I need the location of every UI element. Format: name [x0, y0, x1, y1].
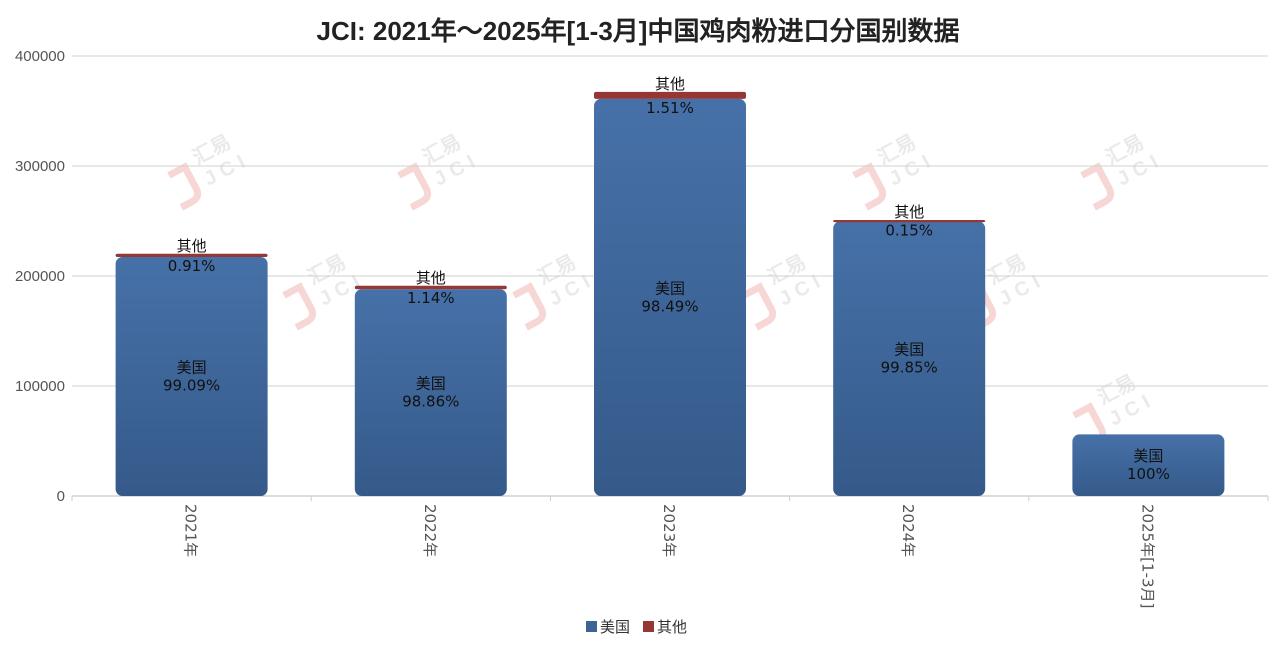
bar-other-series-label: 其他: [655, 75, 685, 93]
bar-other-percent-label: 0.15%: [885, 221, 933, 239]
bar-us-series-label: 美国: [1133, 447, 1163, 465]
legend-swatch: [586, 621, 597, 632]
bar-us-percent-label: 99.85%: [881, 359, 938, 377]
bar-other: [354, 285, 507, 290]
watermark-hook-shape: [397, 162, 432, 211]
x-tick-label: 2024年: [899, 504, 917, 557]
legend[interactable]: 美国 其他: [586, 618, 687, 636]
bar-us-percent-label: 99.09%: [163, 376, 220, 394]
bar-other-series-label: 其他: [177, 237, 207, 255]
x-tick-label: 2021年: [182, 504, 200, 557]
watermark-hook-shape: [282, 282, 317, 331]
bar-us-series-label: 美国: [416, 375, 446, 393]
bar-other-percent-label: 0.91%: [168, 257, 216, 275]
watermark-hook-shape: [512, 282, 547, 331]
data-labels: 美国99.09%其他0.91%美国98.86%其他1.14%美国98.49%其他…: [163, 75, 1170, 483]
bar-us-percent-label: 100%: [1127, 465, 1170, 483]
bar-other-percent-label: 1.51%: [646, 99, 694, 117]
y-tick-label: 200000: [15, 268, 65, 285]
bar-other: [833, 220, 986, 223]
bar-other-percent-label: 1.14%: [407, 289, 455, 307]
x-tick-label: 2023年: [660, 504, 678, 557]
bar-us: [115, 256, 268, 496]
chart-title: JCI: 2021年～2025年[1-3月]中国鸡肉粉进口分国别数据: [317, 16, 960, 46]
bar-us: [833, 221, 986, 496]
bar-us: [354, 289, 507, 496]
bar-other-series-label: 其他: [416, 269, 446, 287]
watermark-hook-shape: [1080, 162, 1115, 211]
bar-us-series-label: 美国: [655, 279, 685, 297]
y-tick-label: 300000: [15, 158, 65, 175]
watermark-hook-shape: [852, 162, 887, 211]
bar-us-percent-label: 98.86%: [402, 393, 459, 411]
bar-us-series-label: 美国: [894, 341, 924, 359]
legend-swatch: [643, 621, 654, 632]
bar-us: [1072, 434, 1225, 496]
legend-label: 美国: [600, 618, 630, 636]
y-tick-label: 100000: [15, 378, 65, 395]
legend-label: 其他: [657, 618, 687, 636]
x-tick-label: 2022年: [421, 504, 439, 557]
bar-other: [115, 253, 268, 257]
y-tick-label: 0: [57, 488, 65, 505]
watermark-hook-shape: [167, 162, 202, 211]
bar-us-series-label: 美国: [177, 358, 207, 376]
bars: [115, 91, 1225, 497]
watermark-hook-shape: [742, 282, 777, 331]
x-axis: 2021年 2022年 2023年 2024年 2025年[1-3月]: [71, 496, 1269, 608]
x-tick-label: 2025年[1-3月]: [1138, 504, 1156, 608]
bar-us: [594, 98, 746, 497]
bar-other-series-label: 其他: [894, 203, 924, 221]
watermark-hook-shape: [962, 282, 997, 331]
bar-other: [594, 91, 746, 99]
bar-us-percent-label: 98.49%: [641, 297, 698, 315]
y-axis: 0 100000 200000 300000 400000: [15, 48, 65, 505]
y-tick-label: 400000: [15, 48, 65, 65]
